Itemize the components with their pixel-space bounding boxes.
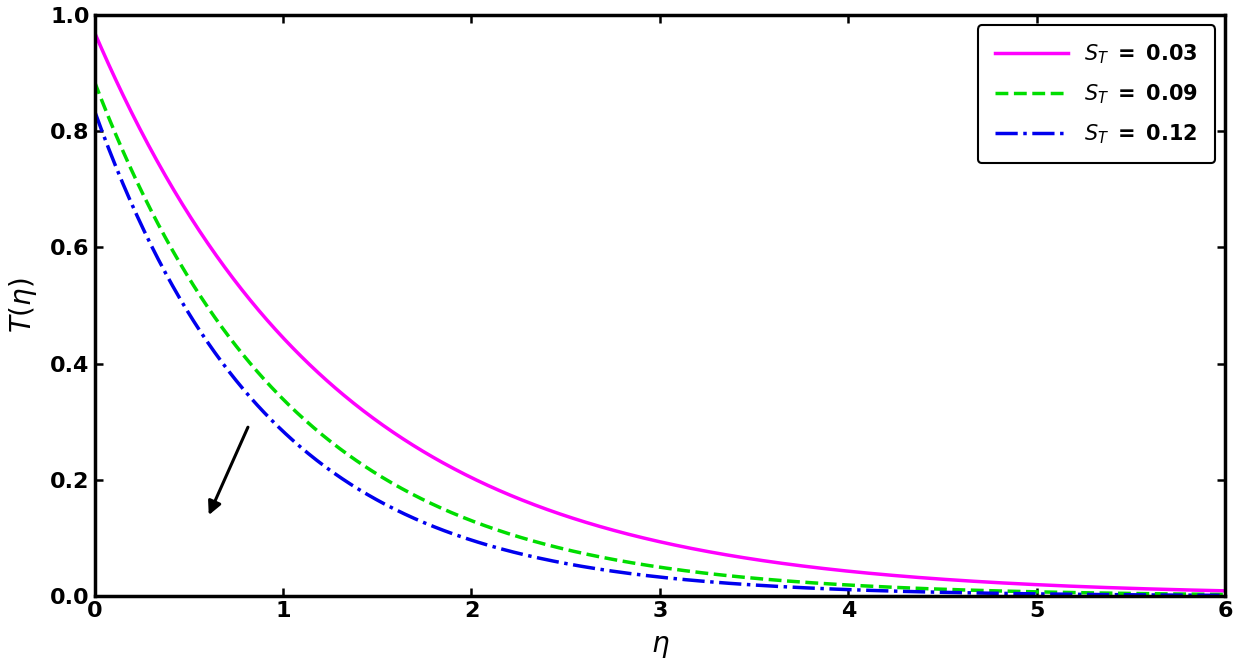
Y-axis label: $T(\eta)$: $T(\eta)$ xyxy=(7,277,38,334)
X-axis label: $\eta$: $\eta$ xyxy=(651,632,670,660)
Legend: $\mathbf{\mathit{S_T}}$ $\mathbf{=}$ $\mathbf{0.03}$, $\mathbf{\mathit{S_T}}$ $\: $\mathbf{\mathit{S_T}}$ $\mathbf{=}$ $\m… xyxy=(978,25,1215,163)
